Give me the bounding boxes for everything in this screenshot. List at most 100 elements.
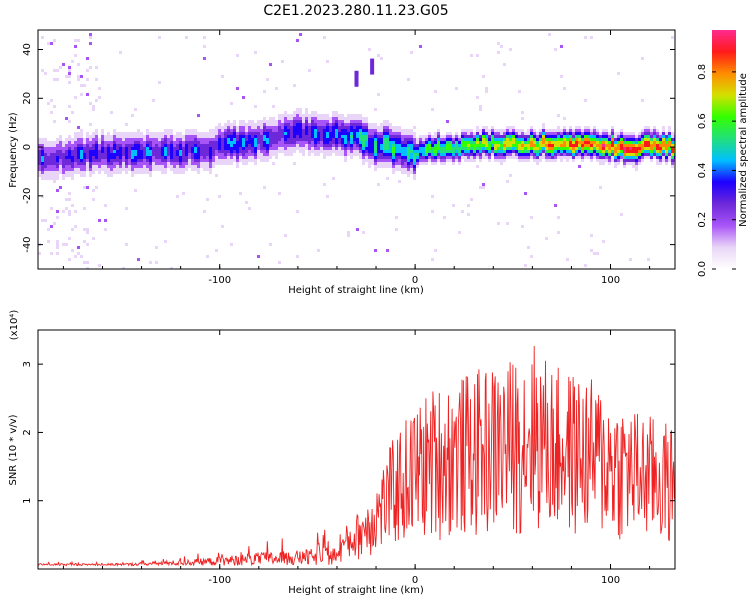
heatmap-cell <box>53 222 56 225</box>
heatmap-cell <box>512 141 515 144</box>
heatmap-cell <box>422 138 425 141</box>
heatmap-cell <box>242 141 245 144</box>
heatmap-cell <box>440 138 443 141</box>
heatmap-cell <box>245 135 248 138</box>
heatmap-cell <box>122 162 125 165</box>
heatmap-cell <box>641 159 644 162</box>
heatmap-cell <box>428 132 431 135</box>
heatmap-cell <box>506 132 509 135</box>
heatmap-cell <box>356 132 359 135</box>
heatmap-cell <box>260 129 263 132</box>
heatmap-cell <box>452 150 455 153</box>
heatmap-cell <box>659 150 662 153</box>
heatmap-cell <box>263 90 266 93</box>
heatmap-cell <box>437 150 440 153</box>
heatmap-cell <box>608 156 611 159</box>
heatmap-cell <box>509 48 512 51</box>
heatmap-cell <box>641 156 644 159</box>
heatmap-cell <box>134 189 137 192</box>
heatmap-cell <box>311 135 314 138</box>
heatmap-cell <box>350 129 353 132</box>
heatmap-cell <box>47 168 50 171</box>
heatmap-cell <box>410 156 413 159</box>
heatmap-cell <box>395 168 398 171</box>
heatmap-cell <box>41 174 44 177</box>
heatmap-cell <box>392 126 395 129</box>
heatmap-cell <box>431 156 434 159</box>
heatmap-cell <box>575 138 578 141</box>
heatmap-cell <box>155 132 158 135</box>
heatmap-cell <box>146 153 149 156</box>
heatmap-cell <box>479 159 482 162</box>
heatmap-cell <box>407 147 410 150</box>
heatmap-cell <box>185 153 188 156</box>
heatmap-cell <box>503 147 506 150</box>
heatmap-cell <box>125 138 128 141</box>
heatmap-cell <box>224 132 227 135</box>
heatmap-cell <box>509 126 512 129</box>
heatmap-cell <box>593 135 596 138</box>
heatmap-cell <box>239 162 242 165</box>
heatmap-cell <box>167 147 170 150</box>
heatmap-cell <box>518 159 521 162</box>
heatmap-cell <box>371 156 374 159</box>
heatmap-cell <box>491 147 494 150</box>
heatmap-cell <box>404 153 407 156</box>
heatmap-cell <box>413 156 416 159</box>
heatmap-cell <box>584 138 587 141</box>
heatmap-cell <box>134 174 137 177</box>
heatmap-cell <box>422 150 425 153</box>
heatmap-cell <box>431 135 434 138</box>
heatmap-cell <box>56 168 59 171</box>
heatmap-cell <box>509 138 512 141</box>
heatmap-cell <box>236 126 239 129</box>
heatmap-cell <box>581 135 584 138</box>
heatmap-cell <box>152 132 155 135</box>
heatmap-cell <box>221 126 224 129</box>
heatmap-cell <box>281 144 284 147</box>
heatmap-cell <box>344 117 347 120</box>
heatmap-cell <box>194 168 197 171</box>
heatmap-cell <box>377 153 380 156</box>
heatmap-cell <box>596 147 599 150</box>
heatmap-cell <box>89 165 92 168</box>
heatmap-cell <box>173 162 176 165</box>
heatmap-cell <box>542 138 545 141</box>
heatmap-cell <box>197 141 200 144</box>
heatmap-cell <box>593 126 596 129</box>
heatmap-cell <box>470 159 473 162</box>
heatmap-cell <box>347 156 350 159</box>
heatmap-cell <box>209 141 212 144</box>
heatmap-cell <box>347 135 350 138</box>
heatmap-cell <box>407 168 410 171</box>
heatmap-cell <box>143 171 146 174</box>
heatmap-cell <box>470 135 473 138</box>
heatmap-cell <box>503 63 506 66</box>
heatmap-cell <box>482 126 485 129</box>
heatmap-cell <box>461 156 464 159</box>
heatmap-cell <box>506 180 509 183</box>
heatmap-cell <box>599 132 602 135</box>
heatmap-cell <box>119 162 122 165</box>
heatmap-cell <box>536 135 539 138</box>
heatmap-cell <box>116 141 119 144</box>
heatmap-cell <box>224 159 227 162</box>
heatmap-cell <box>491 138 494 141</box>
heatmap-cell <box>299 150 302 153</box>
heatmap-cell <box>185 156 188 159</box>
heatmap-cell <box>38 153 41 156</box>
heatmap-cell <box>62 144 65 147</box>
heatmap-cell <box>590 159 593 162</box>
heatmap-cell <box>194 153 197 156</box>
heatmap-cell <box>602 153 605 156</box>
heatmap-cell <box>56 210 59 213</box>
heatmap-cell <box>311 117 314 120</box>
heatmap-cell <box>584 135 587 138</box>
heatmap-cell <box>647 156 650 159</box>
heatmap-cell <box>56 189 59 192</box>
heatmap-cell <box>197 153 200 156</box>
heatmap-cell <box>650 129 653 132</box>
heatmap-cell <box>68 162 71 165</box>
heatmap-cell <box>323 150 326 153</box>
heatmap-cell <box>344 147 347 150</box>
